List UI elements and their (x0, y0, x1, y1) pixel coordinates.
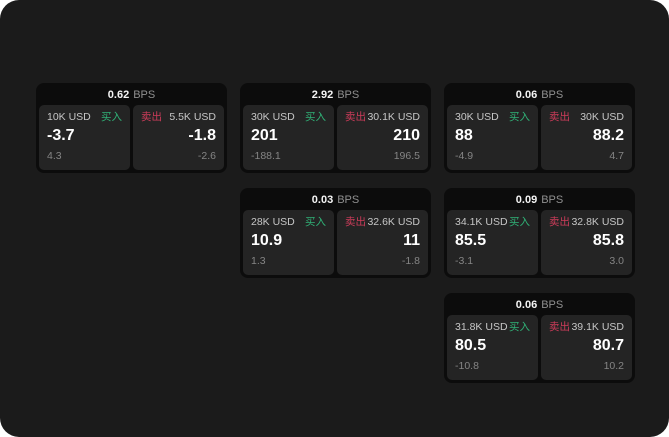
sell-panel[interactable]: 卖出 39.1K USD 80.7 10.2 (541, 315, 632, 380)
spread-value: 2.92 (311, 89, 334, 101)
sell-panel[interactable]: 卖出 32.8K USD 85.8 3.0 (541, 210, 632, 275)
sell-side-label: 卖出 (345, 111, 366, 123)
quote-card: 0.06 BPS 31.8K USD 买入 80.5 -10.8 卖出 39.1… (444, 293, 635, 383)
spread-header: 0.06 BPS (447, 86, 632, 105)
quote-card: 0.62 BPS 10K USD 买入 -3.7 4.3 卖出 5.5K USD (36, 83, 227, 173)
buy-price: 88 (455, 127, 473, 144)
buy-notional: 30K USD (455, 111, 499, 123)
buy-notional: 10K USD (47, 111, 91, 123)
buy-side-label: 买入 (509, 111, 530, 123)
buy-side-label: 买入 (305, 111, 326, 123)
buy-notional: 28K USD (251, 216, 295, 228)
spread-unit-label: BPS (337, 194, 360, 206)
sell-side-label: 卖出 (549, 321, 570, 333)
buy-panel[interactable]: 34.1K USD 买入 85.5 -3.1 (447, 210, 538, 275)
buy-delta: -4.9 (455, 150, 474, 162)
sell-notional: 30K USD (580, 111, 624, 123)
buy-side-label: 买入 (509, 321, 530, 333)
spread-value: 0.06 (515, 299, 538, 311)
buy-notional: 30K USD (251, 111, 295, 123)
spread-header: 0.06 BPS (447, 296, 632, 315)
sell-side-label: 卖出 (549, 111, 570, 123)
buy-delta: -188.1 (251, 150, 281, 162)
sell-price: 210 (393, 127, 420, 144)
sell-notional: 32.8K USD (571, 216, 624, 228)
spread-unit-label: BPS (541, 89, 564, 101)
sell-notional: 32.6K USD (367, 216, 420, 228)
buy-price: 10.9 (251, 232, 283, 249)
spread-header: 0.03 BPS (243, 191, 428, 210)
spread-unit-label: BPS (541, 194, 564, 206)
spread-header: 2.92 BPS (243, 86, 428, 105)
sell-delta: 3.0 (609, 255, 624, 267)
sell-side-label: 卖出 (141, 111, 162, 123)
sell-panel[interactable]: 卖出 5.5K USD -1.8 -2.6 (133, 105, 224, 170)
spread-header: 0.62 BPS (39, 86, 224, 105)
sell-panel[interactable]: 卖出 30K USD 88.2 4.7 (541, 105, 632, 170)
buy-price: 201 (251, 127, 278, 144)
spread-value: 0.06 (515, 89, 538, 101)
sell-notional: 30.1K USD (367, 111, 420, 123)
buy-notional: 31.8K USD (455, 321, 508, 333)
spread-value: 0.09 (515, 194, 538, 206)
quote-card: 2.92 BPS 30K USD 买入 201 -188.1 卖出 30.1K … (240, 83, 431, 173)
buy-delta: -3.1 (455, 255, 474, 267)
sell-price: 80.7 (592, 337, 624, 354)
spread-unit-label: BPS (133, 89, 156, 101)
spread-value: 0.03 (311, 194, 334, 206)
sell-price: 85.8 (592, 232, 624, 249)
buy-panel[interactable]: 28K USD 买入 10.9 1.3 (243, 210, 334, 275)
buy-price: 80.5 (455, 337, 487, 354)
sell-price: -1.8 (188, 127, 216, 144)
buy-side-label: 买入 (305, 216, 326, 228)
sell-delta: -1.8 (401, 255, 420, 267)
spread-header: 0.09 BPS (447, 191, 632, 210)
sell-delta: -2.6 (197, 150, 216, 162)
quote-card: 0.06 BPS 30K USD 买入 88 -4.9 卖出 30K USD (444, 83, 635, 173)
buy-side-label: 买入 (101, 111, 122, 123)
sell-delta: 10.2 (603, 360, 624, 372)
sell-price: 88.2 (592, 127, 624, 144)
sell-panel[interactable]: 卖出 30.1K USD 210 196.5 (337, 105, 428, 170)
sell-notional: 39.1K USD (571, 321, 624, 333)
buy-price: -3.7 (47, 127, 75, 144)
spread-value: 0.62 (107, 89, 130, 101)
buy-panel[interactable]: 30K USD 买入 201 -188.1 (243, 105, 334, 170)
buy-panel[interactable]: 30K USD 买入 88 -4.9 (447, 105, 538, 170)
quote-cards-grid: 0.62 BPS 10K USD 买入 -3.7 4.3 卖出 5.5K USD (36, 83, 635, 383)
quote-card: 0.03 BPS 28K USD 买入 10.9 1.3 卖出 32.6K US… (240, 188, 431, 278)
buy-price: 85.5 (455, 232, 487, 249)
sell-delta: 4.7 (609, 150, 624, 162)
buy-delta: 1.3 (251, 255, 266, 267)
sell-side-label: 卖出 (345, 216, 366, 228)
quote-card: 0.09 BPS 34.1K USD 买入 85.5 -3.1 卖出 32.8K… (444, 188, 635, 278)
sell-delta: 196.5 (393, 150, 420, 162)
buy-delta: -10.8 (455, 360, 479, 372)
buy-panel[interactable]: 10K USD 买入 -3.7 4.3 (39, 105, 130, 170)
sell-side-label: 卖出 (549, 216, 570, 228)
buy-notional: 34.1K USD (455, 216, 508, 228)
buy-delta: 4.3 (47, 150, 62, 162)
sell-notional: 5.5K USD (169, 111, 216, 123)
sell-panel[interactable]: 卖出 32.6K USD 11 -1.8 (337, 210, 428, 275)
buy-panel[interactable]: 31.8K USD 买入 80.5 -10.8 (447, 315, 538, 380)
spread-unit-label: BPS (337, 89, 360, 101)
sell-price: 11 (403, 232, 420, 249)
buy-side-label: 买入 (509, 216, 530, 228)
spread-unit-label: BPS (541, 299, 564, 311)
